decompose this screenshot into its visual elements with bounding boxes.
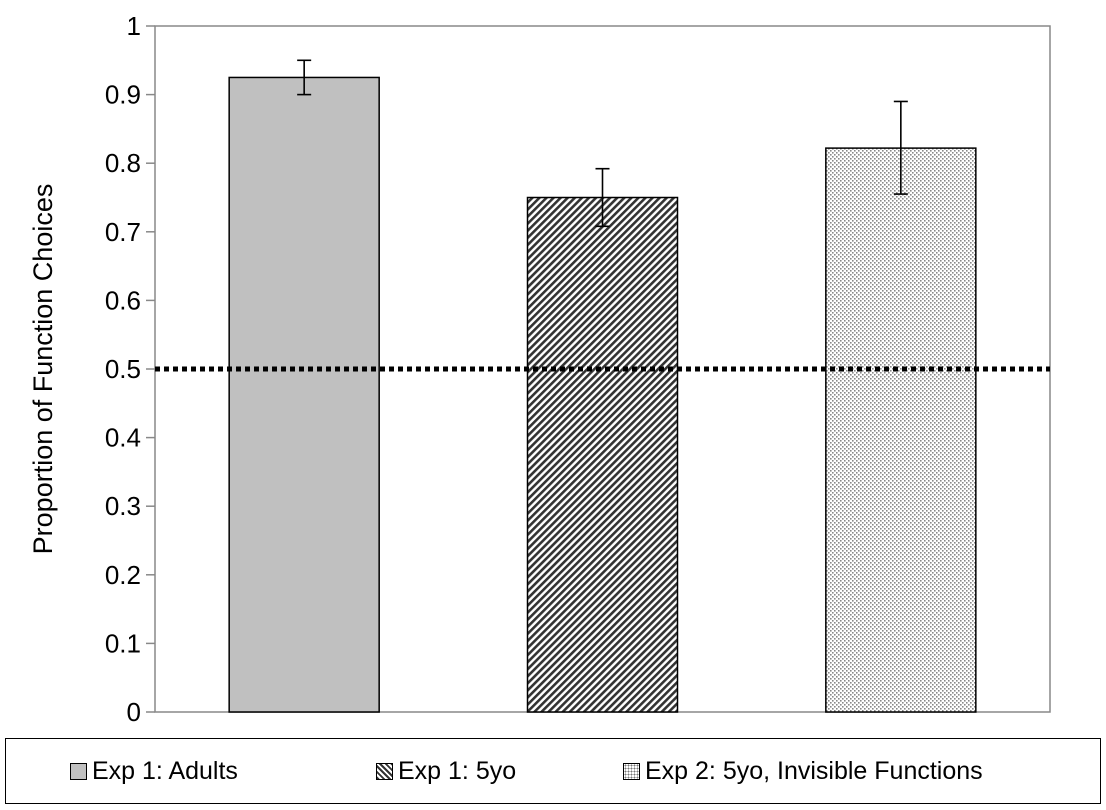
y-tick-label: 1	[127, 11, 141, 41]
y-tick-label: 0.6	[105, 285, 141, 315]
legend-swatch-invisible	[623, 762, 640, 780]
legend-item-invisible: Exp 2: 5yo, Invisible Functions	[623, 739, 983, 803]
legend-label: Exp 2: 5yo, Invisible Functions	[645, 756, 983, 785]
legend-label: Exp 1: 5yo	[398, 756, 517, 785]
y-tick-label: 0.2	[105, 560, 141, 590]
bar-5yo	[526, 196, 679, 713]
y-tick-label: 0.3	[105, 491, 141, 521]
legend-swatch-5yo	[376, 762, 393, 780]
bar-invisible-functions	[825, 147, 977, 713]
bar-adults	[228, 76, 380, 713]
legend-item-adults: Exp 1: Adults	[70, 739, 238, 803]
y-tick-label: 0.9	[105, 80, 141, 110]
y-tick-label: 0.7	[105, 217, 141, 247]
y-tick-label: 0.1	[105, 628, 141, 658]
y-axis: 0 0.1 0.2 0.3 0.4 0.5 0.6 0.7 0.8 0.9 1	[105, 11, 155, 727]
error-bar	[595, 167, 610, 228]
y-axis-label: Proportion of Function Choices	[28, 184, 58, 555]
y-tick-label: 0.8	[105, 148, 141, 178]
bar-chart: 0 0.1 0.2 0.3 0.4 0.5 0.6 0.7 0.8 0.9 1 Proportion…	[28, 11, 1051, 727]
legend: Exp 1: Adults Exp 1: 5yo Exp 2: 5yo, Inv…	[5, 738, 1101, 804]
legend-label: Exp 1: Adults	[92, 756, 238, 785]
bars	[228, 76, 977, 713]
legend-swatch-adults	[70, 762, 87, 780]
y-tick-label: 0	[127, 697, 141, 727]
error-bars	[297, 59, 908, 228]
error-bar	[893, 100, 908, 195]
y-tick-label: 0.5	[105, 354, 141, 384]
y-tick-label: 0.4	[105, 423, 141, 453]
legend-item-5yo: Exp 1: 5yo	[376, 739, 516, 803]
error-bar	[297, 59, 312, 96]
